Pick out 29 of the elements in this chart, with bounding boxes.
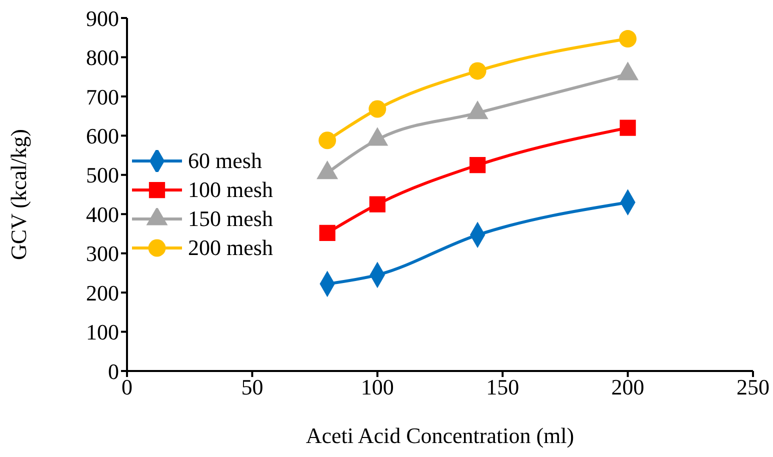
y-tick-label: 0 [108,358,119,384]
y-axis-title: GCV (kcal/kg) [6,129,31,260]
point [319,224,336,241]
point [318,132,336,150]
y-tick-label: 300 [86,241,119,266]
x-tick-label: 250 [736,374,770,400]
x-axis-title: Aceti Acid Concentration (ml) [306,423,574,448]
legend-label: 60 mesh [188,147,262,175]
y-tick-label: 800 [86,45,119,70]
point [620,120,636,136]
x-tick-label: 50 [241,374,264,400]
point [468,62,486,80]
y-tick-label: 700 [86,84,119,110]
point [369,196,386,212]
y-tick-label: 900 [86,6,119,31]
x-tick-label: 200 [611,374,644,400]
point [470,157,486,174]
point [368,100,386,118]
y-tick-label: 100 [86,320,119,345]
y-tick-label: 500 [86,162,119,188]
point [619,30,637,48]
legend-label: 200 mesh [188,234,273,262]
y-tick-label: 600 [86,123,119,148]
legend-label: 150 mesh [188,205,273,233]
y-tick-label: 400 [86,202,119,227]
x-tick-label: 100 [360,374,394,400]
y-tick-label: 200 [86,280,119,306]
x-tick-label: 150 [486,374,520,400]
legend-label: 100 mesh [188,176,273,204]
